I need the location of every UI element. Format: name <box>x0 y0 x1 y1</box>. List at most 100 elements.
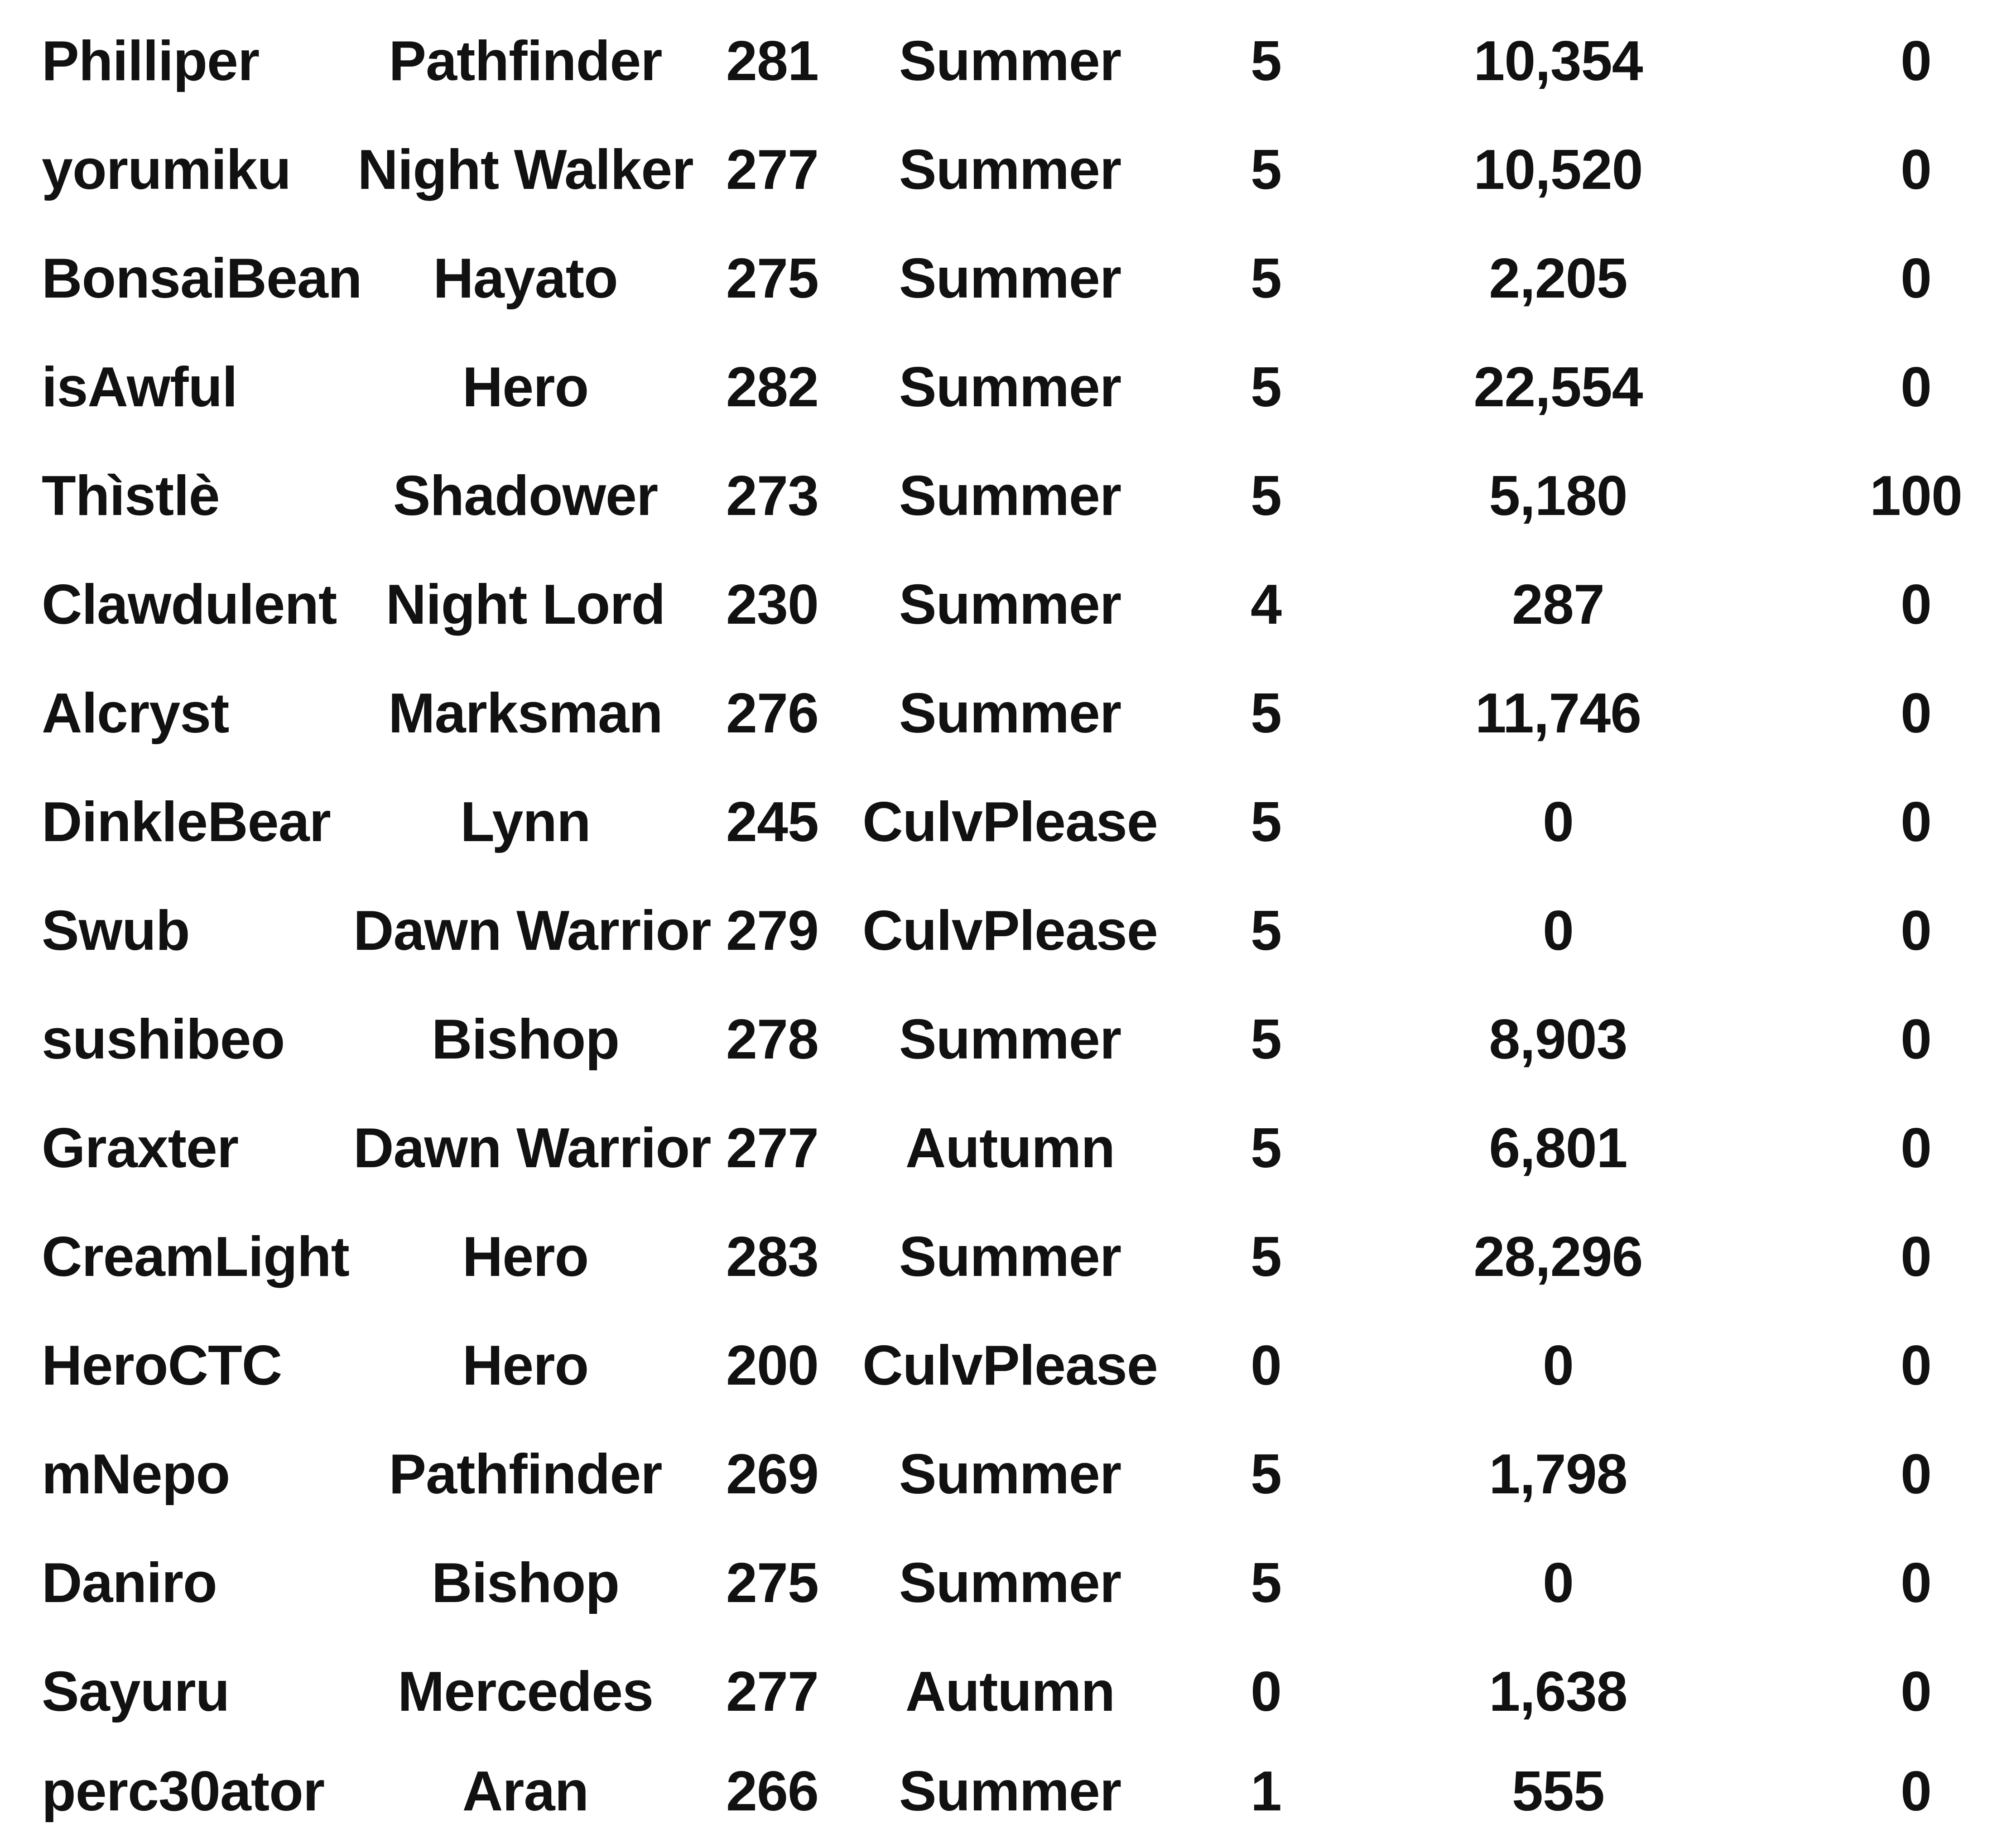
member-job: Hero <box>462 1334 589 1397</box>
member-name: Daniro <box>42 1552 217 1614</box>
member-score: 0 <box>1543 791 1574 853</box>
member-score: 11,746 <box>1475 682 1641 745</box>
table-row: Daniro Bishop 275 Summer 5 0 0 <box>0 1529 2002 1637</box>
member-level: 283 <box>726 1226 819 1288</box>
table-row: Philliper Pathfinder 281 Summer 5 10,354… <box>0 7 2002 116</box>
member-job: Dawn Warrior <box>353 900 712 962</box>
member-guild: Summer <box>899 1226 1121 1288</box>
member-job: Pathfinder <box>389 1443 662 1506</box>
member-job: Lynn <box>460 791 591 853</box>
member-name: BonsaiBean <box>42 247 362 310</box>
member-last-value: 0 <box>1901 1226 1932 1288</box>
member-last-value: 0 <box>1901 1443 1932 1506</box>
member-name: mNepo <box>42 1443 230 1506</box>
member-name: Philliper <box>42 30 260 92</box>
member-name: sushibeo <box>42 1008 285 1071</box>
member-job: Hero <box>462 1226 589 1288</box>
table-row: Thìstlè Shadower 273 Summer 5 5,180 100 <box>0 442 2002 550</box>
member-job: Night Lord <box>385 573 666 636</box>
table-row: Swub Dawn Warrior 279 CulvPlease 5 0 0 <box>0 876 2002 985</box>
table-row: Clawdulent Night Lord 230 Summer 4 287 0 <box>0 550 2002 659</box>
member-last-value: 0 <box>1901 30 1932 92</box>
member-score: 555 <box>1512 1760 1605 1823</box>
member-guild: Autumn <box>905 1660 1115 1723</box>
member-level: 269 <box>726 1443 819 1506</box>
table-row: perc30ator Aran 266 Summer 1 555 0 <box>0 1737 2002 1846</box>
member-guild: Summer <box>899 1760 1121 1823</box>
member-score: 0 <box>1543 1552 1574 1614</box>
member-last-value: 0 <box>1901 900 1932 962</box>
member-job: Marksman <box>388 682 663 745</box>
table-row: Sayuru Mercedes 277 Autumn 0 1,638 0 <box>0 1637 2002 1746</box>
member-guild: Summer <box>899 356 1121 419</box>
member-guild: Summer <box>899 247 1121 310</box>
member-level: 277 <box>726 1117 819 1179</box>
member-job: Hero <box>462 356 589 419</box>
member-name: DinkleBear <box>42 791 331 853</box>
member-job: Dawn Warrior <box>353 1117 712 1179</box>
member-level: 273 <box>726 465 819 527</box>
member-name: Thìstlè <box>42 465 220 527</box>
member-score: 6,801 <box>1489 1117 1627 1179</box>
table-row: Graxter Dawn Warrior 277 Autumn 5 6,801 … <box>0 1094 2002 1203</box>
member-score: 5,180 <box>1489 465 1627 527</box>
member-stage: 4 <box>1251 573 1282 636</box>
member-job: Bishop <box>431 1008 620 1071</box>
member-stage: 5 <box>1251 247 1282 310</box>
member-score: 10,354 <box>1473 30 1643 92</box>
member-last-value: 0 <box>1901 247 1932 310</box>
member-last-value: 0 <box>1901 1760 1932 1823</box>
member-guild: Summer <box>899 573 1121 636</box>
member-score: 8,903 <box>1489 1008 1627 1071</box>
member-guild: CulvPlease <box>862 900 1158 962</box>
member-name: yorumiku <box>42 139 291 201</box>
member-guild: Summer <box>899 1552 1121 1614</box>
member-level: 282 <box>726 356 819 419</box>
table-row: CreamLight Hero 283 Summer 5 28,296 0 <box>0 1203 2002 1311</box>
member-stage: 5 <box>1251 465 1282 527</box>
member-job: Aran <box>462 1760 589 1823</box>
member-name: Graxter <box>42 1117 239 1179</box>
member-stage: 5 <box>1251 139 1282 201</box>
member-last-value: 0 <box>1901 1334 1932 1397</box>
member-name: isAwful <box>42 356 238 419</box>
member-score: 287 <box>1512 573 1605 636</box>
member-last-value: 0 <box>1901 139 1932 201</box>
member-name: Swub <box>42 900 190 962</box>
member-level: 266 <box>726 1760 819 1823</box>
table-row: DinkleBear Lynn 245 CulvPlease 5 0 0 <box>0 768 2002 876</box>
member-score: 2,205 <box>1489 247 1627 310</box>
member-score: 1,638 <box>1489 1660 1627 1723</box>
member-level: 276 <box>726 682 819 745</box>
member-job: Pathfinder <box>389 30 662 92</box>
member-score: 1,798 <box>1489 1443 1627 1506</box>
member-job: Shadower <box>393 465 659 527</box>
table-row: Alcryst Marksman 276 Summer 5 11,746 0 <box>0 659 2002 768</box>
member-name: CreamLight <box>42 1226 350 1288</box>
member-guild: Summer <box>899 682 1121 745</box>
member-last-value: 0 <box>1901 791 1932 853</box>
member-stage: 5 <box>1251 30 1282 92</box>
member-stage: 5 <box>1251 1117 1282 1179</box>
member-guild: CulvPlease <box>862 1334 1158 1397</box>
member-guild: Summer <box>899 1008 1121 1071</box>
member-stage: 5 <box>1251 791 1282 853</box>
member-level: 278 <box>726 1008 819 1071</box>
table-row: BonsaiBean Hayato 275 Summer 5 2,205 0 <box>0 224 2002 333</box>
member-name: HeroCTC <box>42 1334 282 1397</box>
member-job: Night Walker <box>357 139 693 201</box>
member-level: 230 <box>726 573 819 636</box>
member-last-value: 0 <box>1901 1552 1932 1614</box>
member-level: 277 <box>726 139 819 201</box>
table-row: isAwful Hero 282 Summer 5 22,554 0 <box>0 333 2002 442</box>
member-last-value: 0 <box>1901 1117 1932 1179</box>
member-score: 0 <box>1543 900 1574 962</box>
member-guild: CulvPlease <box>862 791 1158 853</box>
member-stage: 5 <box>1251 1552 1282 1614</box>
member-guild: Summer <box>899 139 1121 201</box>
member-stage: 5 <box>1251 900 1282 962</box>
member-name: Alcryst <box>42 682 229 745</box>
table-row: HeroCTC Hero 200 CulvPlease 0 0 0 <box>0 1311 2002 1420</box>
member-level: 279 <box>726 900 819 962</box>
